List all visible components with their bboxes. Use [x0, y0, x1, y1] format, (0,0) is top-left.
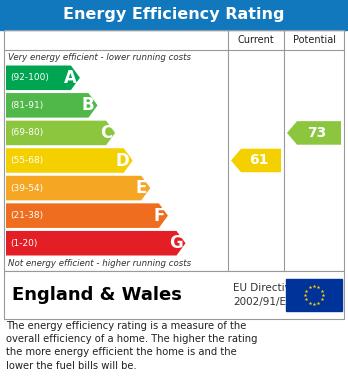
Polygon shape [6, 93, 97, 118]
Bar [4, 271, 344, 319]
Text: (21-38): (21-38) [10, 211, 43, 220]
Text: G: G [169, 234, 182, 252]
Text: (1-20): (1-20) [10, 239, 37, 248]
Text: The energy efficiency rating is a measure of the
overall efficiency of a home. T: The energy efficiency rating is a measur… [6, 321, 258, 371]
Polygon shape [6, 231, 185, 255]
Text: (81-91): (81-91) [10, 101, 43, 110]
Polygon shape [6, 66, 80, 90]
Text: Energy Efficiency Rating: Energy Efficiency Rating [63, 7, 285, 23]
Text: England & Wales: England & Wales [12, 286, 182, 304]
Text: D: D [116, 151, 130, 170]
Bar [4, 30, 344, 271]
Text: C: C [100, 124, 112, 142]
Text: Potential: Potential [293, 35, 335, 45]
Text: (55-68): (55-68) [10, 156, 43, 165]
Polygon shape [6, 121, 115, 145]
Text: A: A [64, 69, 77, 87]
Polygon shape [231, 149, 281, 172]
Text: 73: 73 [307, 126, 327, 140]
Text: E: E [136, 179, 147, 197]
Text: Not energy efficient - higher running costs: Not energy efficient - higher running co… [8, 260, 191, 269]
Text: EU Directive: EU Directive [233, 283, 297, 293]
Text: Current: Current [238, 35, 274, 45]
Bar [286, 280, 342, 310]
Bar [0, 0, 348, 30]
Text: 2002/91/EC: 2002/91/EC [233, 297, 293, 307]
Polygon shape [287, 121, 341, 145]
Text: B: B [82, 96, 95, 114]
Text: 61: 61 [249, 154, 269, 167]
Text: F: F [153, 206, 165, 225]
Polygon shape [6, 176, 150, 200]
Text: (92-100): (92-100) [10, 73, 49, 82]
Polygon shape [6, 148, 133, 173]
Text: (69-80): (69-80) [10, 128, 43, 137]
Polygon shape [6, 203, 168, 228]
Text: (39-54): (39-54) [10, 183, 43, 193]
Text: Very energy efficient - lower running costs: Very energy efficient - lower running co… [8, 52, 191, 61]
